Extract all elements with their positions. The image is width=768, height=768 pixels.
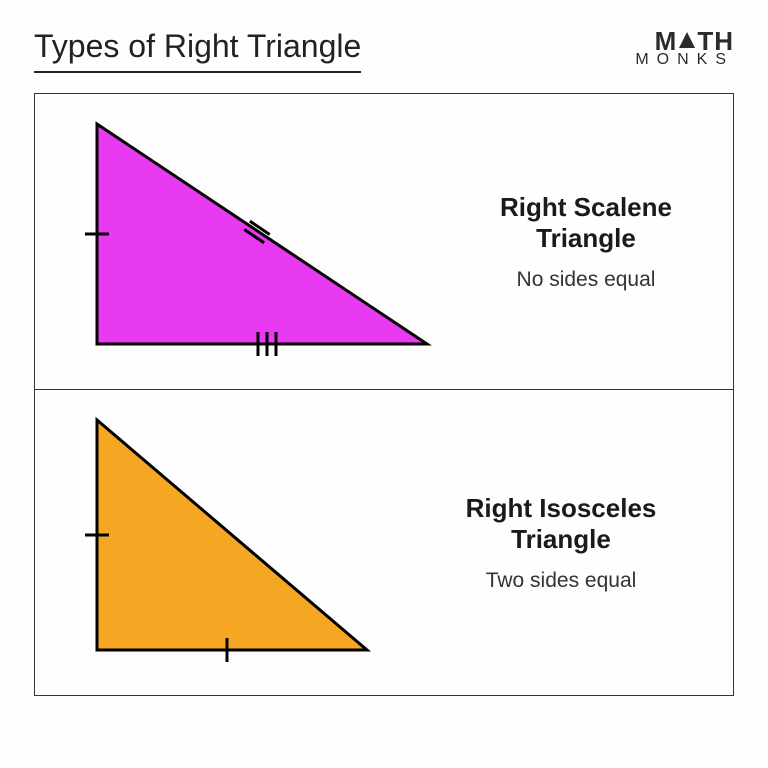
isosceles-sub: Two sides equal bbox=[417, 569, 705, 593]
isosceles-triangle-svg bbox=[57, 410, 387, 670]
isosceles-title: Right Isosceles Triangle bbox=[417, 493, 705, 555]
scalene-title: Right Scalene Triangle bbox=[467, 192, 705, 254]
isosceles-figure bbox=[57, 410, 387, 675]
header: Types of Right Triangle MTH MONKS bbox=[34, 28, 734, 73]
isosceles-desc: Right Isosceles Triangle Two sides equal bbox=[417, 493, 705, 593]
logo-triangle-icon bbox=[677, 30, 697, 50]
panels: Right Scalene Triangle No sides equal Ri… bbox=[34, 93, 734, 696]
panel-scalene: Right Scalene Triangle No sides equal bbox=[35, 94, 733, 389]
logo-line2: MONKS bbox=[635, 52, 734, 68]
scalene-desc: Right Scalene Triangle No sides equal bbox=[467, 192, 705, 292]
panel-isosceles: Right Isosceles Triangle Two sides equal bbox=[35, 389, 733, 695]
scalene-triangle-svg bbox=[57, 114, 437, 364]
scalene-figure bbox=[57, 114, 437, 369]
brand-logo: MTH MONKS bbox=[635, 28, 734, 68]
scalene-sub: No sides equal bbox=[467, 268, 705, 292]
page-title: Types of Right Triangle bbox=[34, 28, 361, 73]
